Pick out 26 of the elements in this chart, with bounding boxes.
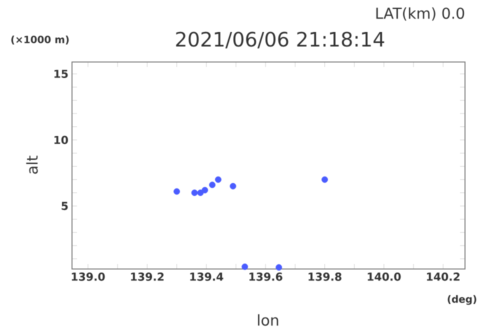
- x-tick-label: 140.2: [427, 272, 460, 281]
- point: [202, 186, 208, 194]
- y-axis-title: alt: [26, 156, 38, 174]
- x-tick-label: 139.2: [131, 272, 164, 281]
- point: [230, 182, 236, 190]
- y-tick-label: 5: [62, 202, 68, 210]
- point: [242, 264, 248, 270]
- x-tick-label: 139.8: [308, 272, 342, 281]
- x-tick-label: 140.0: [368, 272, 401, 281]
- point: [191, 190, 198, 196]
- point: [276, 264, 282, 271]
- x-tick-label: 139.0: [72, 272, 105, 281]
- point: [322, 176, 328, 183]
- y-tick-label: 15: [54, 70, 68, 78]
- x-tick-label: 139.6: [249, 272, 282, 281]
- text: LAT(km) 0.0: [376, 7, 464, 21]
- point: [197, 190, 204, 196]
- y-tick-label: 10: [54, 136, 68, 144]
- x-axis-title: lon: [258, 314, 278, 326]
- text: (×1000 m): [11, 36, 69, 44]
- chart-title: 2021/06/06 21:18:14: [176, 32, 384, 48]
- text: (deg): [448, 295, 476, 305]
- point: [209, 182, 216, 188]
- x-tick-label: 139.4: [190, 272, 224, 281]
- point: [174, 188, 180, 195]
- point: [215, 176, 222, 183]
